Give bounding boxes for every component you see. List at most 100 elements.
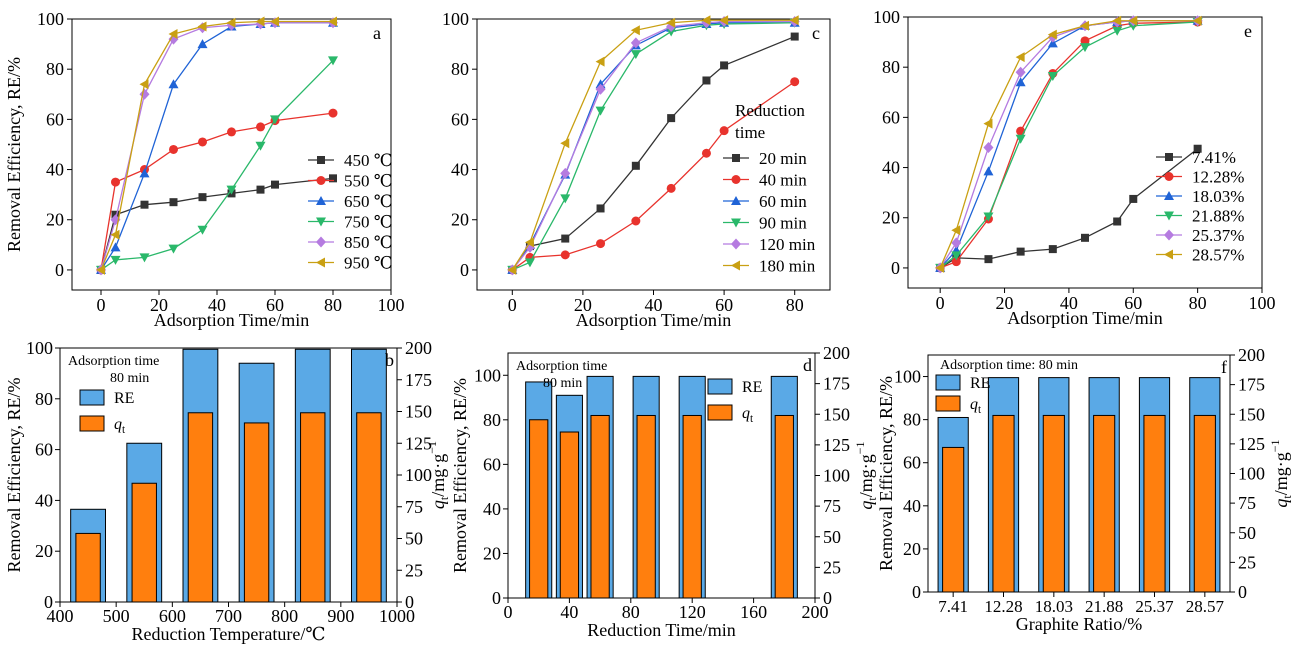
x-tick-label: 1000 [379,606,415,626]
y2-tick-label: 175 [823,374,850,394]
legend-swatch-qt [79,415,105,432]
legend-marker [731,218,741,228]
y2-tick-label: 25 [823,557,841,577]
legend-marker [731,196,741,205]
y2-tick-label: 25 [1238,552,1256,572]
legend-label: RE [742,379,762,396]
x-tick-label: 40 [645,295,663,315]
x-tick-label: 7.41 [938,597,968,616]
legend-label: qt [742,405,754,425]
y-tick-label: 20 [483,543,501,563]
y-axis-label: Removal Efficiency, RE/% [876,376,896,571]
y2-tick-label: 0 [823,588,832,608]
data-point [702,76,711,85]
panel-letter: c [812,23,820,43]
data-point [168,244,179,254]
data-point [328,16,337,27]
data-point [1015,77,1026,87]
legend-label: 60 min [759,192,807,211]
bar-qt [300,412,326,603]
data-point [1015,134,1026,144]
data-point [110,242,121,252]
data-point [1193,144,1202,153]
bar-qt [774,414,794,599]
data-point [255,141,266,151]
legend-marker [1164,191,1174,200]
y-axis-label: Removal Efficiency, RE/% [450,378,470,573]
data-point [256,185,265,194]
x-tick-label: 600 [159,606,186,626]
data-point [951,251,962,261]
data-point [271,180,279,189]
y-tick-label: 60 [882,107,900,127]
data-point [719,15,729,26]
bar-qt [682,414,702,599]
x-tick-label: 500 [103,606,130,626]
y-axis-label: Removal Efficiency, RE/% [4,57,24,252]
bar-qt [992,414,1015,593]
data-point [984,255,993,264]
legend-marker [1164,229,1174,241]
y-tick-label: 0 [44,592,53,612]
bar-qt [1193,414,1216,593]
plot-frame [907,16,1263,289]
y-tick-label: 0 [891,258,900,278]
data-point [169,198,178,207]
legend-label: qt [114,416,126,436]
data-point [197,21,207,32]
data-point [701,148,711,158]
y2-tick-label: 150 [823,404,850,424]
data-point [140,200,149,209]
x-axis-label: Graphite Ratio/% [1016,614,1142,634]
data-point [595,106,606,116]
y-tick-label: 100 [37,9,64,29]
y2-tick-label: 125 [823,435,850,455]
data-point [983,118,993,129]
data-point [328,108,338,118]
x-tick-label: 20 [996,293,1014,313]
data-point [1047,71,1058,81]
legend-marker [1164,172,1174,181]
data-point [256,122,265,132]
y-tick-label: 40 [882,158,900,178]
legend-marker [732,154,740,162]
legend-label: 450 ℃ [344,151,393,170]
data-point [789,15,799,26]
x-tick-label: 200 [802,602,829,622]
data-point [595,56,605,67]
series-line [511,20,795,271]
legend-marker [731,175,741,184]
bar-qt [187,412,214,603]
bar-qt [356,412,382,603]
y2-tick-label: 50 [823,527,841,547]
data-point [1015,66,1026,78]
y-tick-label: 100 [894,367,921,387]
legend-marker [317,156,325,164]
legend-marker [316,257,325,268]
bar-qt [636,414,656,599]
data-point [1112,26,1123,36]
legend-marker [316,236,326,248]
data-point [667,114,676,123]
legend-label: RE [114,390,134,407]
y-tick-label: 20 [451,210,469,230]
y2-tick-label: 125 [1238,434,1265,454]
x-tick-label: 400 [47,606,74,626]
y-tick-label: 80 [483,410,501,430]
annotation-text: 80 min [543,376,582,391]
y-tick-label: 20 [35,541,53,561]
panel-b: 400 500 600 700 800 900 1000020406080100025507… [4,338,451,644]
x-tick-label: 160 [740,602,767,622]
y-tick-label: 80 [46,59,64,79]
legend-label: RE [970,375,990,392]
bar-qt [942,446,965,593]
data-point [168,29,178,40]
y2-tick-label: 75 [405,497,423,517]
y-tick-label: 60 [451,109,469,129]
x-axis-label: Adsorption Time/min [1007,308,1163,328]
data-point [560,138,570,149]
legend-label: 950 ℃ [344,254,393,273]
bar-qt [529,419,549,599]
y-tick-label: 80 [903,410,921,430]
legend-marker [1165,153,1173,161]
